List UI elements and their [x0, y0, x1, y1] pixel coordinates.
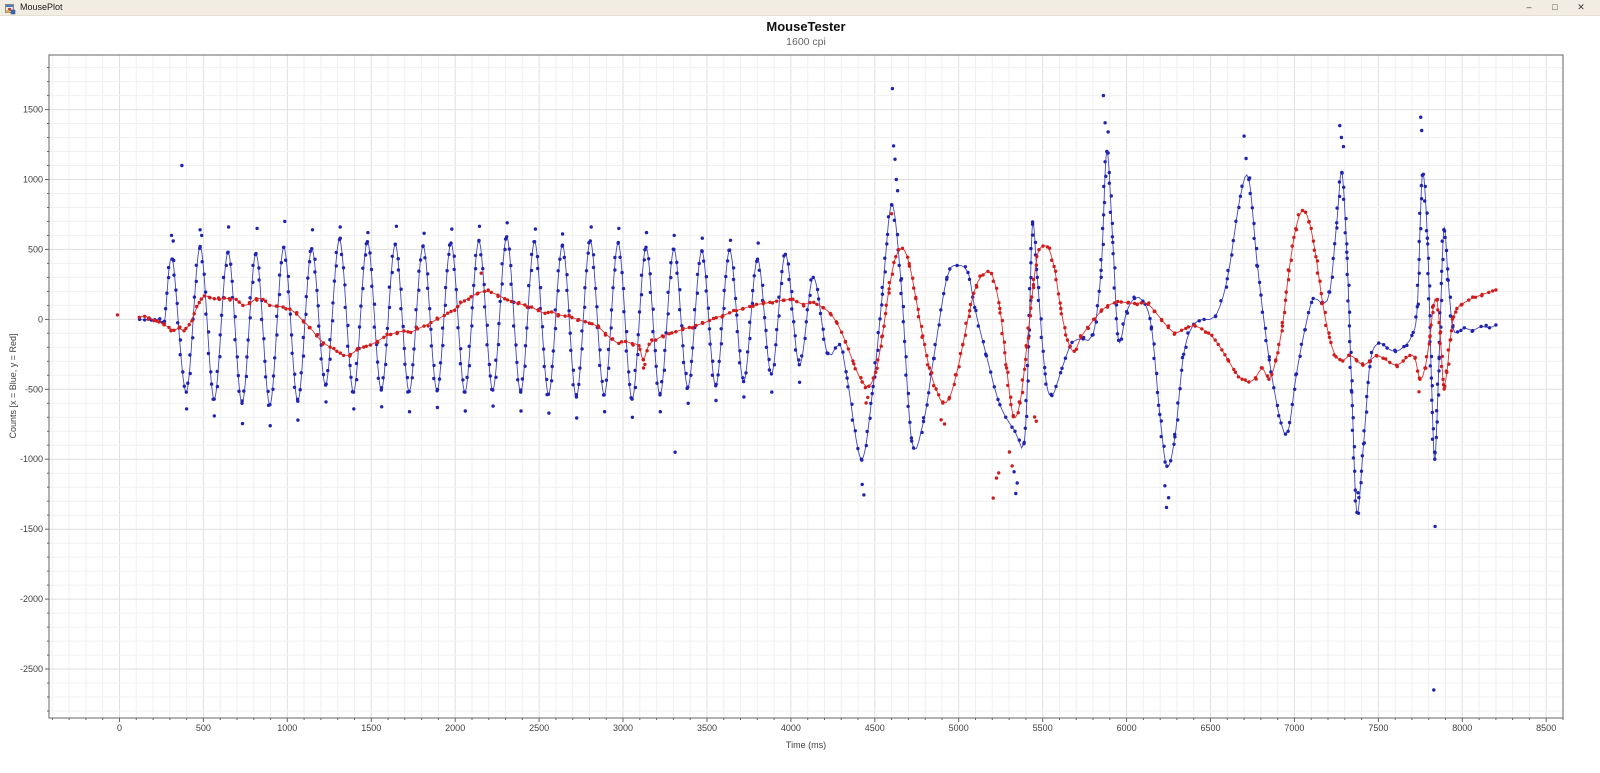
y-tick-label: -1000 — [20, 454, 43, 464]
window-titlebar[interactable]: MousePlot – □ ✕ — [0, 0, 1600, 16]
x-tick-label: 3000 — [613, 723, 633, 733]
plot-border — [48, 54, 1564, 719]
close-button[interactable]: ✕ — [1577, 2, 1585, 12]
x-tick-label: 7500 — [1368, 723, 1388, 733]
minimize-button[interactable]: – — [1526, 2, 1532, 12]
window-controls: – □ ✕ — [1516, 0, 1600, 15]
x-tick-label: 8500 — [1536, 723, 1556, 733]
app-icon — [5, 2, 16, 15]
maximize-button[interactable]: □ — [1552, 2, 1558, 12]
x-tick-label: 1000 — [277, 723, 297, 733]
chart-title: MouseTester — [766, 19, 846, 34]
x-tick-label: 2000 — [445, 723, 465, 733]
y-tick-label: 0 — [38, 314, 43, 324]
x-tick-label: 6000 — [1117, 723, 1137, 733]
window-title: MousePlot — [20, 2, 63, 12]
x-tick-label: 7000 — [1284, 723, 1304, 733]
x-tick-label: 5500 — [1033, 723, 1053, 733]
y-tick-label: 1000 — [23, 175, 43, 185]
x-tick-label: 1500 — [361, 723, 381, 733]
y-tick-label: -2000 — [20, 594, 43, 604]
x-tick-label: 4000 — [781, 723, 801, 733]
x-tick-label: 0 — [117, 723, 122, 733]
y-tick-label: -500 — [25, 384, 43, 394]
y-tick-label: 1500 — [23, 105, 43, 115]
x-axis-label: Time (ms) — [785, 740, 827, 750]
x-tick-label: 3500 — [697, 723, 717, 733]
x-axis-ticks: 0 500 1000 1500 2000 2500 3000 3500 4000 4500 5000… — [51, 718, 1564, 733]
gridlines — [49, 55, 1564, 718]
chart-subtitle: 1600 cpi — [786, 36, 826, 48]
y-tick-label: -2500 — [20, 664, 43, 674]
y-tick-label: 500 — [28, 244, 43, 254]
y-tick-label: -1500 — [20, 524, 43, 534]
x-tick-label: 500 — [196, 723, 211, 733]
x-tick-label: 6500 — [1200, 723, 1220, 733]
x-tick-label: 4500 — [865, 723, 885, 733]
x-tick-label: 2500 — [529, 723, 549, 733]
x-tick-label: 5000 — [949, 723, 969, 733]
y-axis-label: Counts [x = Blue, y = Red] — [8, 333, 18, 439]
x-tick-label: 8000 — [1452, 723, 1472, 733]
y-axis-ticks: -2500 -2000 -1500 -1000 -500 0 500 1000 1500 — [20, 67, 49, 712]
series-y-counts — [115, 208, 1498, 500]
